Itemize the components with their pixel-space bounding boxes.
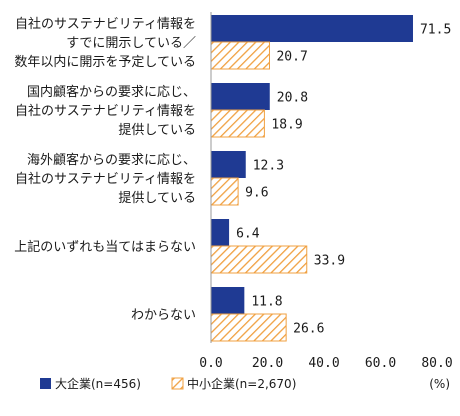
- value-label: 71.5: [420, 23, 451, 38]
- category-label: 上記のいずれも当てはまらない: [14, 239, 196, 255]
- x-tick-label: 0.0: [199, 356, 222, 371]
- bars: [210, 15, 413, 342]
- category-label-line: 自社のサステナビリティ情報を: [15, 171, 196, 187]
- value-labels: 71.5 20.7 20.8 18.9 12.3 9.6 6.4 33.9 11.8 26.6: [236, 23, 451, 337]
- x-axis-unit: (%): [429, 377, 450, 391]
- bar-sme: [210, 41, 270, 70]
- category-label-line: 自社のサステナビリティ情報を: [15, 103, 196, 119]
- category-label: 自社のサステナビリティ情報をすでに開示している／ 数年以内に開示を予定している: [14, 16, 196, 70]
- bar-large-enterprise: [211, 15, 413, 42]
- bar-large-enterprise: [211, 219, 230, 246]
- x-tick-label: 60.0: [365, 356, 396, 371]
- bar-large-enterprise: [211, 287, 245, 314]
- category-label-line: 上記のいずれも当てはまらない: [14, 239, 196, 255]
- legend-label: 中小企業(n=2,670): [187, 376, 296, 391]
- bar-sme: [210, 245, 308, 274]
- x-tick-label: 40.0: [308, 356, 339, 371]
- bar-sme: [210, 313, 287, 342]
- value-label: 20.8: [277, 91, 308, 106]
- legend-swatch-sme: [171, 377, 184, 390]
- value-label: 18.9: [271, 118, 302, 133]
- category-label-line: 自社のサステナビリティ情報を: [15, 16, 196, 32]
- category-labels: 自社のサステナビリティ情報をすでに開示している／数年以内に開示を予定している国内…: [14, 16, 196, 323]
- category-label-line: 数年以内に開示を予定している: [14, 54, 196, 70]
- category-label-line: 提供している: [118, 122, 196, 138]
- category-label-line: 国内顧客からの要求に応じ、: [27, 84, 196, 100]
- value-label: 20.7: [276, 50, 307, 65]
- x-tick-label: 80.0: [421, 356, 452, 371]
- x-tick-label: 20.0: [252, 356, 283, 371]
- category-label-line: すでに開示している／: [66, 36, 196, 51]
- x-axis-ticks: 0.0 20.0 40.0 60.0 80.0: [199, 356, 452, 371]
- category-label: わからない: [131, 308, 196, 323]
- bar-sme: [210, 109, 265, 138]
- category-label-line: わからない: [131, 308, 196, 323]
- legend-label: 大企業(n=456): [55, 376, 141, 391]
- category-label: 海外顧客からの要求に応じ、自社のサステナビリティ情報を提供している: [15, 152, 196, 206]
- bar-sme: [210, 177, 239, 206]
- legend: 大企業(n=456) 中小企業(n=2,670): [40, 376, 296, 391]
- bar-large-enterprise: [211, 151, 246, 178]
- legend-swatch-large-enterprise: [40, 378, 51, 389]
- value-label: 33.9: [314, 254, 345, 269]
- category-label-line: 提供している: [118, 190, 196, 206]
- value-label: 11.8: [251, 295, 282, 310]
- value-label: 9.6: [245, 186, 268, 201]
- category-label: 国内顧客からの要求に応じ、自社のサステナビリティ情報を提供している: [15, 84, 196, 138]
- value-label: 12.3: [253, 159, 284, 174]
- category-label-line: 海外顧客からの要求に応じ、: [27, 152, 196, 168]
- value-label: 6.4: [236, 227, 260, 242]
- value-label: 26.6: [293, 322, 324, 337]
- bar-large-enterprise: [211, 83, 270, 110]
